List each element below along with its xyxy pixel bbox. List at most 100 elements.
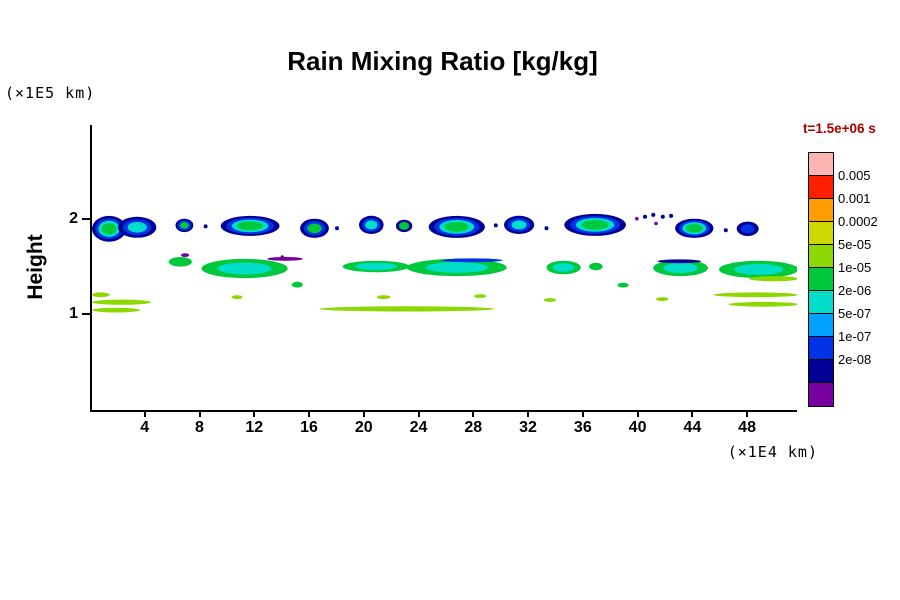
contour-field <box>92 212 797 313</box>
x-axis-tick <box>636 410 639 417</box>
x-axis-tick <box>362 410 365 417</box>
y-axis-label: Height <box>24 234 47 300</box>
x-axis-tick-label: 24 <box>409 419 428 436</box>
contour-blob-layer <box>168 257 192 267</box>
colorbar-segment <box>809 176 833 199</box>
contour-blob-layer <box>728 301 797 307</box>
x-axis-tick <box>527 410 530 417</box>
contour-dot <box>651 212 656 217</box>
contour-blob-layer <box>749 276 797 282</box>
colorbar <box>808 152 834 407</box>
contour-dot <box>635 216 639 221</box>
contour-blob-layer <box>581 220 609 230</box>
x-axis-tick <box>417 410 420 417</box>
contour-blob-layer <box>365 220 378 230</box>
contour-blob-layer <box>92 307 140 313</box>
contour-blob-layer <box>231 295 243 299</box>
colorbar-level-label: 2e-06 <box>838 283 872 298</box>
x-axis-unit-label: (×1E4 km) <box>727 443 818 461</box>
contour-blob-layer <box>425 262 488 273</box>
x-axis-tick-label: 12 <box>245 419 264 436</box>
contour-blob-layer <box>267 257 303 261</box>
contour-blob-layer <box>589 262 603 271</box>
y-axis-unit-label: (×1E5 km) <box>5 84 96 102</box>
plot-area <box>90 125 797 412</box>
contour-blob-layer <box>552 263 575 272</box>
x-axis-tick-label: 48 <box>738 419 756 436</box>
x-axis-tick-label: 8 <box>195 419 204 436</box>
colorbar-segment <box>809 360 833 383</box>
colorbar-segment <box>809 153 833 176</box>
colorbar-level-label: 5e-07 <box>838 306 872 321</box>
x-axis-tick-label: 4 <box>140 419 150 436</box>
x-axis-tick <box>253 410 256 417</box>
contour-blob-layer <box>473 294 487 299</box>
x-axis-tick <box>143 410 146 417</box>
contour-blob-layer <box>733 264 784 275</box>
contour-blob-layer <box>101 223 117 235</box>
contour-dot <box>654 221 658 226</box>
colorbar-level-label: 0.005 <box>838 168 871 183</box>
contour-blob-layer <box>713 292 797 298</box>
colorbar-segment <box>809 314 833 337</box>
contour-blob-layer <box>740 224 755 234</box>
contour-dot <box>203 224 208 229</box>
contour-blob-layer <box>685 224 703 233</box>
contour-dot <box>544 226 549 231</box>
contour-blob-layer <box>399 222 410 230</box>
contour-blob-layer <box>92 292 110 298</box>
contour-blob-layer <box>511 220 527 230</box>
chart-title: Rain Mixing Ratio [kg/kg] <box>287 46 598 76</box>
contour-blob-layer <box>444 222 470 232</box>
contour-dot <box>643 214 647 219</box>
y-axis-tick-label: 2 <box>69 209 78 227</box>
x-axis-tick-label: 20 <box>354 419 373 436</box>
colorbar-level-label: 5e-05 <box>838 237 872 252</box>
contour-blob-layer <box>217 262 272 275</box>
contour-blob-layer <box>237 221 263 231</box>
x-axis-tick-label: 40 <box>628 419 647 436</box>
contour-blob-layer <box>656 297 669 301</box>
contour-blob-layer <box>441 258 503 263</box>
contour-blob-layer <box>319 306 495 312</box>
x-axis-tick-label: 44 <box>683 419 702 436</box>
contour-blob-layer <box>657 259 702 264</box>
x-axis-tick <box>198 410 201 417</box>
colorbar-segment <box>809 337 833 360</box>
y-axis-tick <box>82 217 90 220</box>
x-axis-tick <box>581 410 584 417</box>
colorbar-segment <box>809 222 833 245</box>
contour-blob-layer <box>291 281 303 288</box>
contour-blob-layer <box>92 299 151 305</box>
colorbar-level-label: 2e-08 <box>838 352 872 367</box>
x-axis-tick-label: 36 <box>573 419 592 436</box>
contour-blob-layer <box>180 222 189 229</box>
contour-blob-layer <box>617 282 629 288</box>
x-axis-tick <box>308 410 311 417</box>
colorbar-level-label: 0.001 <box>838 191 871 206</box>
colorbar-segment <box>809 199 833 222</box>
colorbar-level-label: 1e-05 <box>838 260 872 275</box>
contour-blob-layer <box>543 298 557 302</box>
y-axis-tick <box>82 313 90 316</box>
contour-dot <box>669 213 674 218</box>
contour-dot <box>493 223 498 228</box>
contour-blob-layer <box>307 223 322 234</box>
contour-dot <box>335 226 339 231</box>
contour-blob-layer <box>127 222 147 233</box>
contour-blob-layer <box>663 262 698 274</box>
colorbar-level-label: 1e-07 <box>838 329 872 344</box>
contour-blob-layer <box>355 262 398 271</box>
x-axis-tick <box>691 410 694 417</box>
y-axis-tick-label: 1 <box>69 305 78 323</box>
colorbar-segment <box>809 291 833 314</box>
colorbar-segment <box>809 245 833 268</box>
contour-blob-layer <box>376 295 391 299</box>
x-axis-tick-label: 28 <box>464 419 483 436</box>
contour-blob-layer <box>181 253 190 257</box>
contour-dot <box>660 214 665 219</box>
x-axis-tick-label: 16 <box>300 419 318 436</box>
x-axis-tick <box>746 410 749 417</box>
colorbar-segment <box>809 268 833 291</box>
